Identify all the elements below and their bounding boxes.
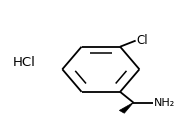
Text: HCl: HCl xyxy=(13,56,36,68)
Polygon shape xyxy=(119,103,133,113)
Text: NH₂: NH₂ xyxy=(154,97,175,108)
Text: Cl: Cl xyxy=(136,34,148,47)
